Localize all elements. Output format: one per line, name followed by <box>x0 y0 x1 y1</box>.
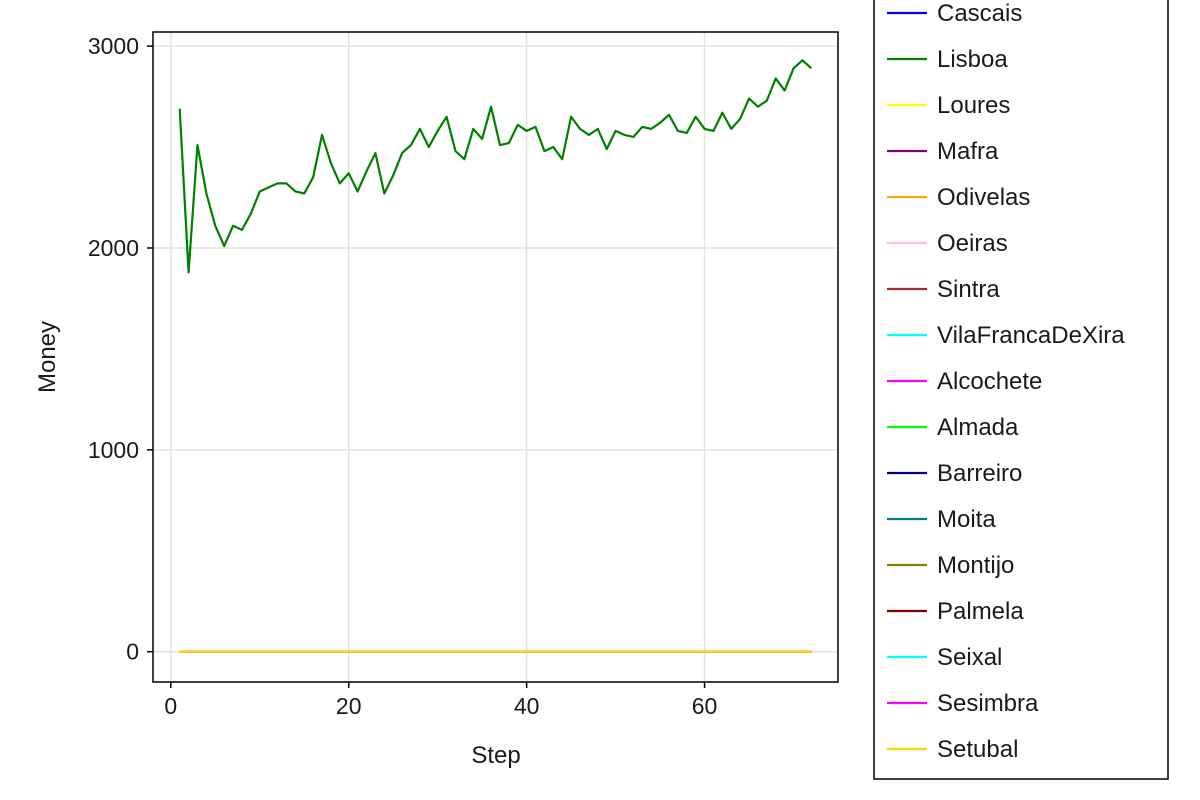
x-tick-label: 60 <box>692 693 718 719</box>
legend-label-barreiro: Barreiro <box>937 460 1022 487</box>
x-tick-label: 0 <box>164 693 177 719</box>
legend-label-setubal: Setubal <box>937 736 1018 763</box>
y-tick-label: 1000 <box>88 437 139 463</box>
legend-box <box>873 0 1169 780</box>
y-tick-label: 3000 <box>88 33 139 59</box>
legend-label-alcochete: Alcochete <box>937 368 1042 395</box>
legend-label-palmela: Palmela <box>937 598 1024 625</box>
legend-label-lisboa: Lisboa <box>937 46 1008 73</box>
legend-label-sintra: Sintra <box>937 276 1000 303</box>
legend-label-loures: Loures <box>937 92 1010 119</box>
legend-label-almada: Almada <box>937 414 1019 441</box>
legend-label-sesimbra: Sesimbra <box>937 690 1039 717</box>
y-tick-label: 0 <box>126 639 139 665</box>
x-tick-label: 20 <box>336 693 362 719</box>
legend: Cascais Lisboa Loures Mafra Odivelas Oeiras Si… <box>873 0 1169 780</box>
y-axis-title: Money <box>34 321 61 393</box>
x-tick-label: 40 <box>514 693 540 719</box>
legend-label-moita: Moita <box>937 506 996 533</box>
series-lines <box>178 59 813 653</box>
series-line-lisboa <box>178 59 813 274</box>
plot-frame <box>152 31 839 683</box>
legend-label-montijo: Montijo <box>937 552 1014 579</box>
legend-label-cascais: Cascais <box>937 0 1022 27</box>
legend-label-odivelas: Odivelas <box>937 184 1030 211</box>
x-axis-title: Step <box>471 742 520 769</box>
legend-label-vilafrancadexira: VilaFrancaDeXira <box>937 322 1125 349</box>
axis-ticks: 0 20 40 60 0 1000 2000 3000 <box>88 33 718 719</box>
legend-label-mafra: Mafra <box>937 138 999 165</box>
legend-label-oeiras: Oeiras <box>937 230 1008 257</box>
y-tick-label: 2000 <box>88 235 139 261</box>
legend-label-seixal: Seixal <box>937 644 1002 671</box>
